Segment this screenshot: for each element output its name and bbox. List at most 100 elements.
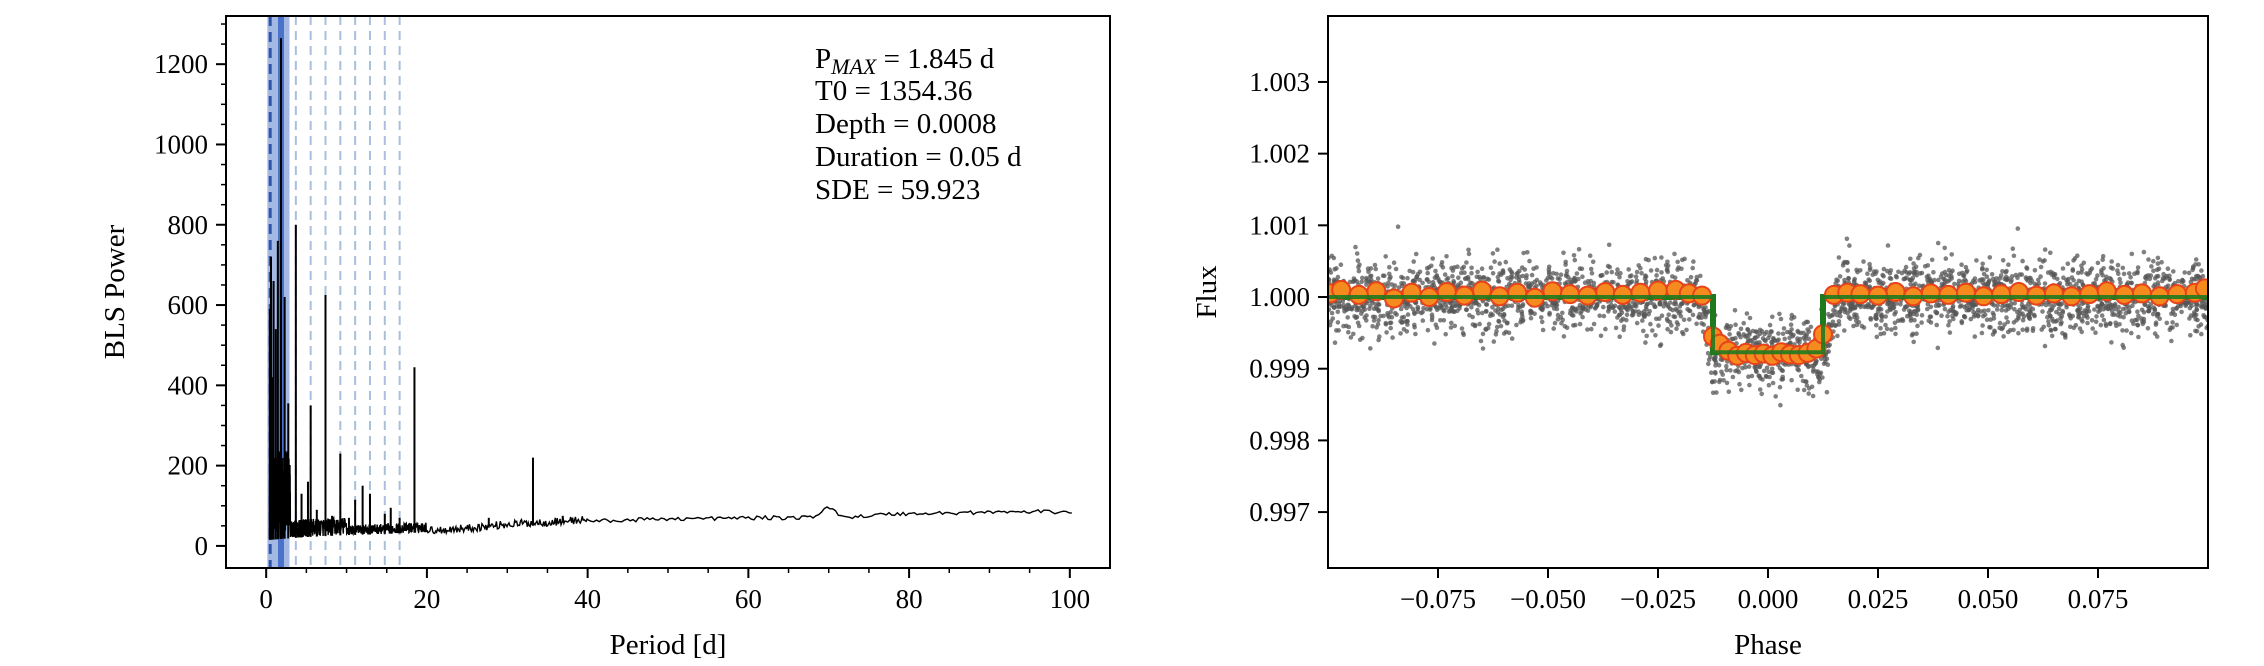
flux-point <box>1429 263 1434 269</box>
flux-point <box>1766 335 1771 341</box>
flux-point <box>2085 305 2090 311</box>
flux-point <box>2151 258 2156 264</box>
flux-point <box>2198 303 2203 309</box>
flux-point <box>1636 263 1641 268</box>
flux-point <box>1984 274 1990 280</box>
flux-point <box>2109 340 2114 345</box>
flux-point <box>1705 350 1711 356</box>
flux-point <box>2170 309 2176 315</box>
flux-point <box>1368 273 1374 279</box>
flux-point <box>1885 243 1891 248</box>
flux-point <box>1854 322 1860 328</box>
flux-point <box>2141 310 2147 315</box>
flux-point <box>1478 338 1484 344</box>
flux-point <box>1846 315 1852 320</box>
flux-point <box>1678 313 1684 319</box>
flux-point <box>2135 322 2140 328</box>
flux-point <box>1492 259 1497 264</box>
y-tick-label: 0.999 <box>1249 354 1310 384</box>
flux-point <box>2151 305 2156 310</box>
flux-point <box>1420 318 1426 323</box>
flux-point <box>1621 327 1626 333</box>
flux-point <box>1469 270 1474 276</box>
flux-point <box>1826 349 1831 354</box>
flux-point <box>1421 305 1426 311</box>
flux-point <box>2070 268 2076 273</box>
flux-point <box>1370 314 1376 320</box>
flux-point <box>1407 268 1412 274</box>
y-tick-label: 800 <box>168 210 209 240</box>
binned-flux-point <box>2079 284 2100 305</box>
flux-point <box>1787 330 1793 335</box>
flux-point <box>1480 346 1486 351</box>
flux-point <box>1752 335 1758 341</box>
flux-point <box>1666 312 1671 318</box>
flux-point <box>2011 253 2017 259</box>
flux-point <box>1335 274 1341 280</box>
flux-point <box>1648 321 1653 327</box>
flux-point <box>2053 319 2058 324</box>
flux-point <box>1563 273 1569 279</box>
flux-point <box>1893 331 1898 337</box>
annotation-duration: Duration = 0.05 d <box>815 141 1022 173</box>
flux-point <box>1598 333 1604 339</box>
flux-point <box>1332 267 1337 272</box>
flux-point <box>2010 246 2016 251</box>
flux-point <box>1698 273 1703 279</box>
flux-point <box>1425 327 1431 333</box>
flux-point <box>1491 339 1497 344</box>
flux-point <box>1470 322 1476 327</box>
y-tick-label: 0.997 <box>1249 497 1310 527</box>
flux-point <box>1558 272 1564 278</box>
flux-point <box>1591 321 1597 327</box>
flux-point <box>1994 276 1999 281</box>
flux-point <box>2156 266 2162 272</box>
y-tick-label: 1.001 <box>1249 210 1310 240</box>
flux-point <box>1963 264 1969 270</box>
flux-point <box>1714 390 1719 395</box>
flux-point <box>1913 281 1918 287</box>
flux-point <box>1777 311 1782 317</box>
flux-point <box>2116 304 2121 310</box>
flux-point <box>1879 312 1884 317</box>
flux-point <box>1777 384 1783 390</box>
flux-point <box>2152 276 2158 281</box>
flux-point <box>1741 320 1746 326</box>
flux-point <box>1801 330 1806 336</box>
phase-folded-ticks: −0.075 −0.050 −0.025 0.000 0.025 0.050 0.075 0.… <box>1249 67 2128 614</box>
flux-point <box>1345 315 1350 320</box>
flux-point <box>1662 299 1667 305</box>
flux-point <box>2146 308 2151 314</box>
flux-point <box>2150 311 2156 317</box>
flux-point <box>2042 258 2047 263</box>
flux-point <box>1680 330 1685 335</box>
flux-point <box>1371 318 1377 323</box>
flux-point <box>2077 326 2083 331</box>
flux-point <box>1665 326 1670 332</box>
flux-point <box>1867 261 1872 267</box>
flux-point <box>2051 302 2057 308</box>
flux-point <box>2017 307 2022 313</box>
flux-point <box>1625 307 1630 313</box>
flux-point <box>2054 309 2059 315</box>
flux-point <box>1876 280 1882 286</box>
flux-point <box>2004 315 2009 320</box>
flux-point <box>1739 387 1744 393</box>
flux-point <box>2159 260 2164 265</box>
flux-point <box>2170 320 2175 325</box>
flux-point <box>1946 267 1952 273</box>
flux-point <box>2123 310 2129 316</box>
flux-point <box>2129 251 2135 257</box>
flux-point <box>2080 301 2085 307</box>
flux-point <box>2202 305 2207 310</box>
flux-point <box>2109 259 2114 264</box>
flux-point <box>2093 276 2099 282</box>
flux-point <box>2117 322 2122 327</box>
flux-point <box>2120 265 2126 271</box>
flux-point <box>1830 319 1836 325</box>
flux-point <box>1347 279 1353 285</box>
flux-point <box>1931 270 1936 275</box>
flux-point <box>2096 309 2101 315</box>
flux-point <box>1911 261 1916 266</box>
flux-point <box>2100 257 2105 263</box>
